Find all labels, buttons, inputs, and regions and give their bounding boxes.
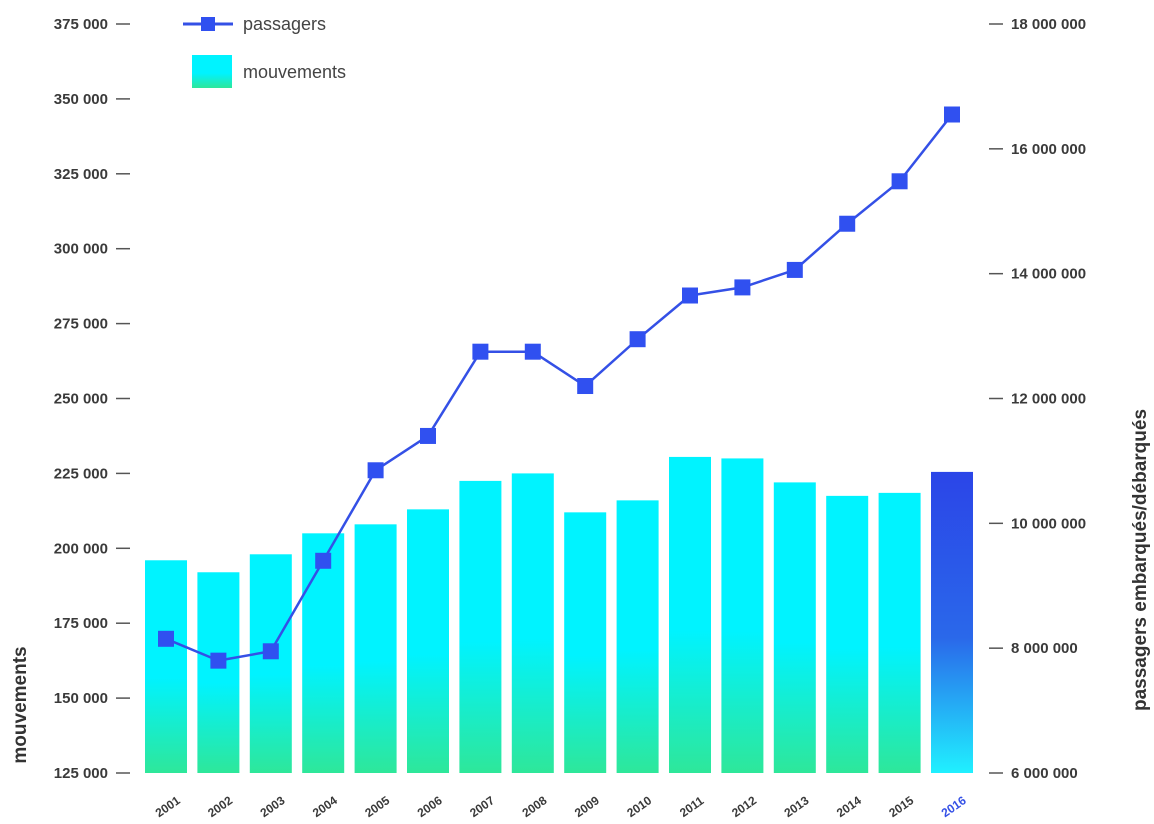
- passagers-point-2005: [367, 462, 384, 479]
- y-tick-label: 225 000: [54, 465, 108, 482]
- bar-2010: [616, 500, 659, 773]
- legend: passagers mouvements: [183, 14, 346, 88]
- y-tick-label: 375 000: [54, 16, 108, 33]
- y2-tick-label: 6 000 000: [1011, 765, 1078, 782]
- bar-2002: [197, 572, 240, 773]
- passagers-point-2008: [524, 343, 541, 360]
- x-tick-label: 2004: [310, 793, 340, 820]
- y-tick-label: 125 000: [54, 765, 108, 782]
- bar-2003: [249, 554, 292, 773]
- y2-axis-title: passagers embarqués/débarqués: [1130, 409, 1151, 711]
- passagers-point-2006: [420, 427, 436, 444]
- y-tick-label: 325 000: [54, 166, 108, 183]
- line-series: [158, 106, 960, 669]
- y-tick-label: 200 000: [54, 540, 108, 557]
- right-axis: 6 000 000 8 000 000 10 000 000 12 000 000 14…: [989, 16, 1086, 782]
- passagers-point-2015: [891, 173, 908, 190]
- bar-2004: [302, 533, 345, 773]
- y-tick-label: 175 000: [54, 615, 108, 632]
- x-tick-label: 2001: [153, 793, 183, 820]
- left-axis: 125 000 150 000 175 000 200 000 225 000 250 0…: [54, 16, 130, 782]
- y2-tick-label: 8 000 000: [1011, 640, 1078, 657]
- bar-2016: [931, 471, 973, 773]
- passagers-point-2014: [839, 215, 856, 232]
- x-tick-label: 2015: [886, 793, 916, 820]
- x-axis: 2001 2002 2003 2004 2005 2006 2007 2008 2009 2010…: [153, 793, 969, 820]
- bar-2013: [773, 482, 816, 773]
- x-tick-label: 2002: [205, 793, 235, 820]
- bar-series: [145, 456, 973, 773]
- passagers-point-2013: [786, 261, 803, 278]
- x-tick-label: 2016: [939, 793, 969, 820]
- bar-2001: [145, 560, 187, 773]
- passagers-point-2011: [682, 287, 698, 304]
- passagers-point-2007: [472, 343, 489, 360]
- bar-2014: [826, 495, 869, 773]
- y2-tick-label: 14 000 000: [1011, 266, 1086, 283]
- y-tick-label: 350 000: [54, 91, 108, 108]
- passagers-point-2003: [262, 643, 279, 660]
- legend-label-passagers: passagers: [243, 14, 326, 34]
- passagers-point-2010: [629, 331, 646, 348]
- x-tick-label: 2006: [415, 793, 445, 820]
- y2-tick-label: 10 000 000: [1011, 515, 1086, 532]
- x-tick-label: 2012: [729, 793, 759, 820]
- x-tick-label: 2014: [834, 793, 864, 820]
- y-tick-label: 300 000: [54, 241, 108, 258]
- y-axis-title: mouvements: [10, 646, 31, 763]
- y2-tick-label: 16 000 000: [1011, 141, 1086, 158]
- bar-2007: [459, 480, 502, 773]
- x-tick-label: 2013: [782, 793, 812, 820]
- x-tick-label: 2007: [467, 793, 497, 820]
- y2-tick-label: 12 000 000: [1011, 391, 1086, 408]
- legend-swatch-mouvements: [192, 55, 232, 88]
- bar-2006: [407, 509, 449, 773]
- passagers-point-2001: [158, 630, 174, 647]
- y-tick-label: 250 000: [54, 391, 108, 408]
- passagers-point-2002: [210, 652, 227, 669]
- y-tick-label: 275 000: [54, 316, 108, 333]
- passagers-point-2009: [577, 378, 594, 395]
- passagers-point-2016: [944, 106, 960, 123]
- bar-2015: [878, 492, 921, 773]
- legend-marker-passagers: [201, 17, 215, 31]
- bar-2012: [721, 458, 764, 773]
- passagers-point-2012: [734, 279, 751, 296]
- x-tick-label: 2011: [677, 793, 707, 820]
- bar-2008: [511, 473, 554, 773]
- legend-label-mouvements: mouvements: [243, 62, 346, 82]
- bar-2011: [669, 456, 711, 773]
- x-tick-label: 2009: [572, 793, 602, 820]
- x-tick-label: 2003: [258, 793, 288, 820]
- bar-2009: [564, 512, 607, 773]
- passagers-line: [165, 113, 953, 662]
- x-tick-label: 2005: [362, 793, 392, 820]
- x-tick-label: 2010: [624, 793, 654, 820]
- x-tick-label: 2008: [520, 793, 550, 820]
- y2-tick-label: 18 000 000: [1011, 16, 1086, 33]
- y-tick-label: 150 000: [54, 690, 108, 707]
- passagers-point-2004: [315, 552, 332, 569]
- bar-2005: [354, 524, 397, 773]
